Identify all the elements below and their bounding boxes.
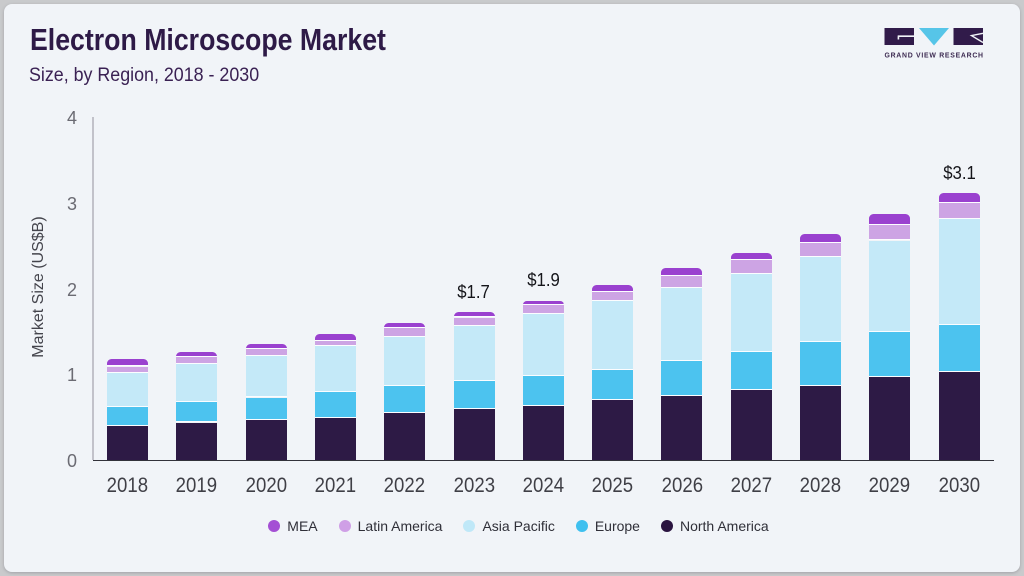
svg-text:GRAND VIEW RESEARCH: GRAND VIEW RESEARCH — [885, 53, 984, 60]
